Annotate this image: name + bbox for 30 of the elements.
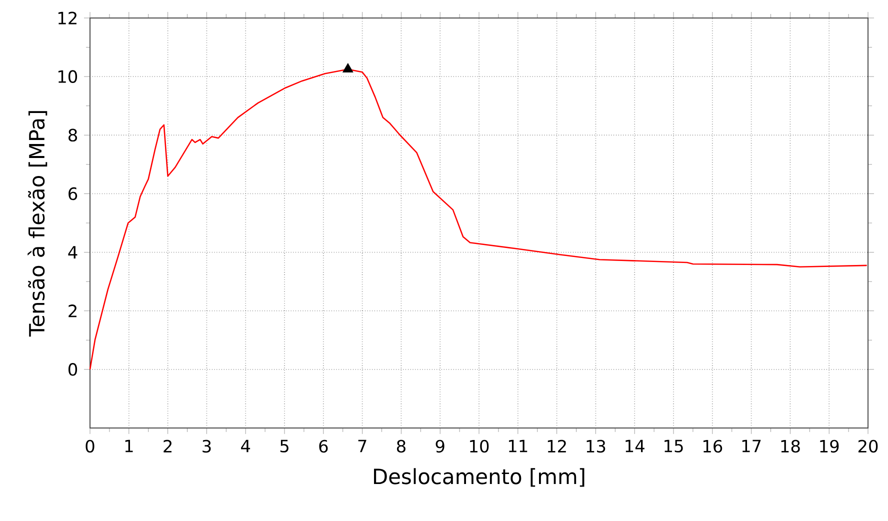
x-tick-label: 16 xyxy=(703,440,722,453)
x-tick-label: 9 xyxy=(436,440,444,453)
x-tick-label: 1 xyxy=(125,440,133,452)
y-tick-label: 10 xyxy=(58,70,78,83)
y-tick-label: 2 xyxy=(68,304,76,318)
y-tick-label: 6 xyxy=(68,187,78,200)
x-tick-label: 19 xyxy=(820,440,839,453)
x-tick-label: 15 xyxy=(664,440,683,452)
x-tick-label: 4 xyxy=(241,440,250,452)
x-tick-label: 3 xyxy=(202,440,211,453)
x-tick-label: 0 xyxy=(86,440,94,453)
x-tick-label: 20 xyxy=(858,440,878,453)
y-tick-label: 4 xyxy=(68,246,78,258)
y-tick-label: 12 xyxy=(58,12,76,24)
x-tick-label: 6 xyxy=(319,440,328,453)
x-tick-label: 18 xyxy=(781,440,800,453)
x-tick-label: 17 xyxy=(742,440,761,452)
x-tick-label: 12 xyxy=(548,440,566,452)
x-tick-label: 13 xyxy=(586,440,606,453)
x-tick-label: 7 xyxy=(358,440,366,452)
x-tick-label: 11 xyxy=(508,440,528,452)
y-axis-title: Tensão à flexão [MPa] xyxy=(28,111,48,337)
x-tick-label: 14 xyxy=(626,440,644,452)
y-tick-label: 8 xyxy=(68,128,78,142)
x-tick-label: 8 xyxy=(396,440,406,453)
x-axis-title: Deslocamento [mm] xyxy=(374,468,584,487)
y-tick-label: 0 xyxy=(68,363,78,376)
x-tick-label: 5 xyxy=(280,440,288,452)
x-tick-label: 10 xyxy=(470,440,489,453)
x-tick-label: 2 xyxy=(164,440,172,452)
